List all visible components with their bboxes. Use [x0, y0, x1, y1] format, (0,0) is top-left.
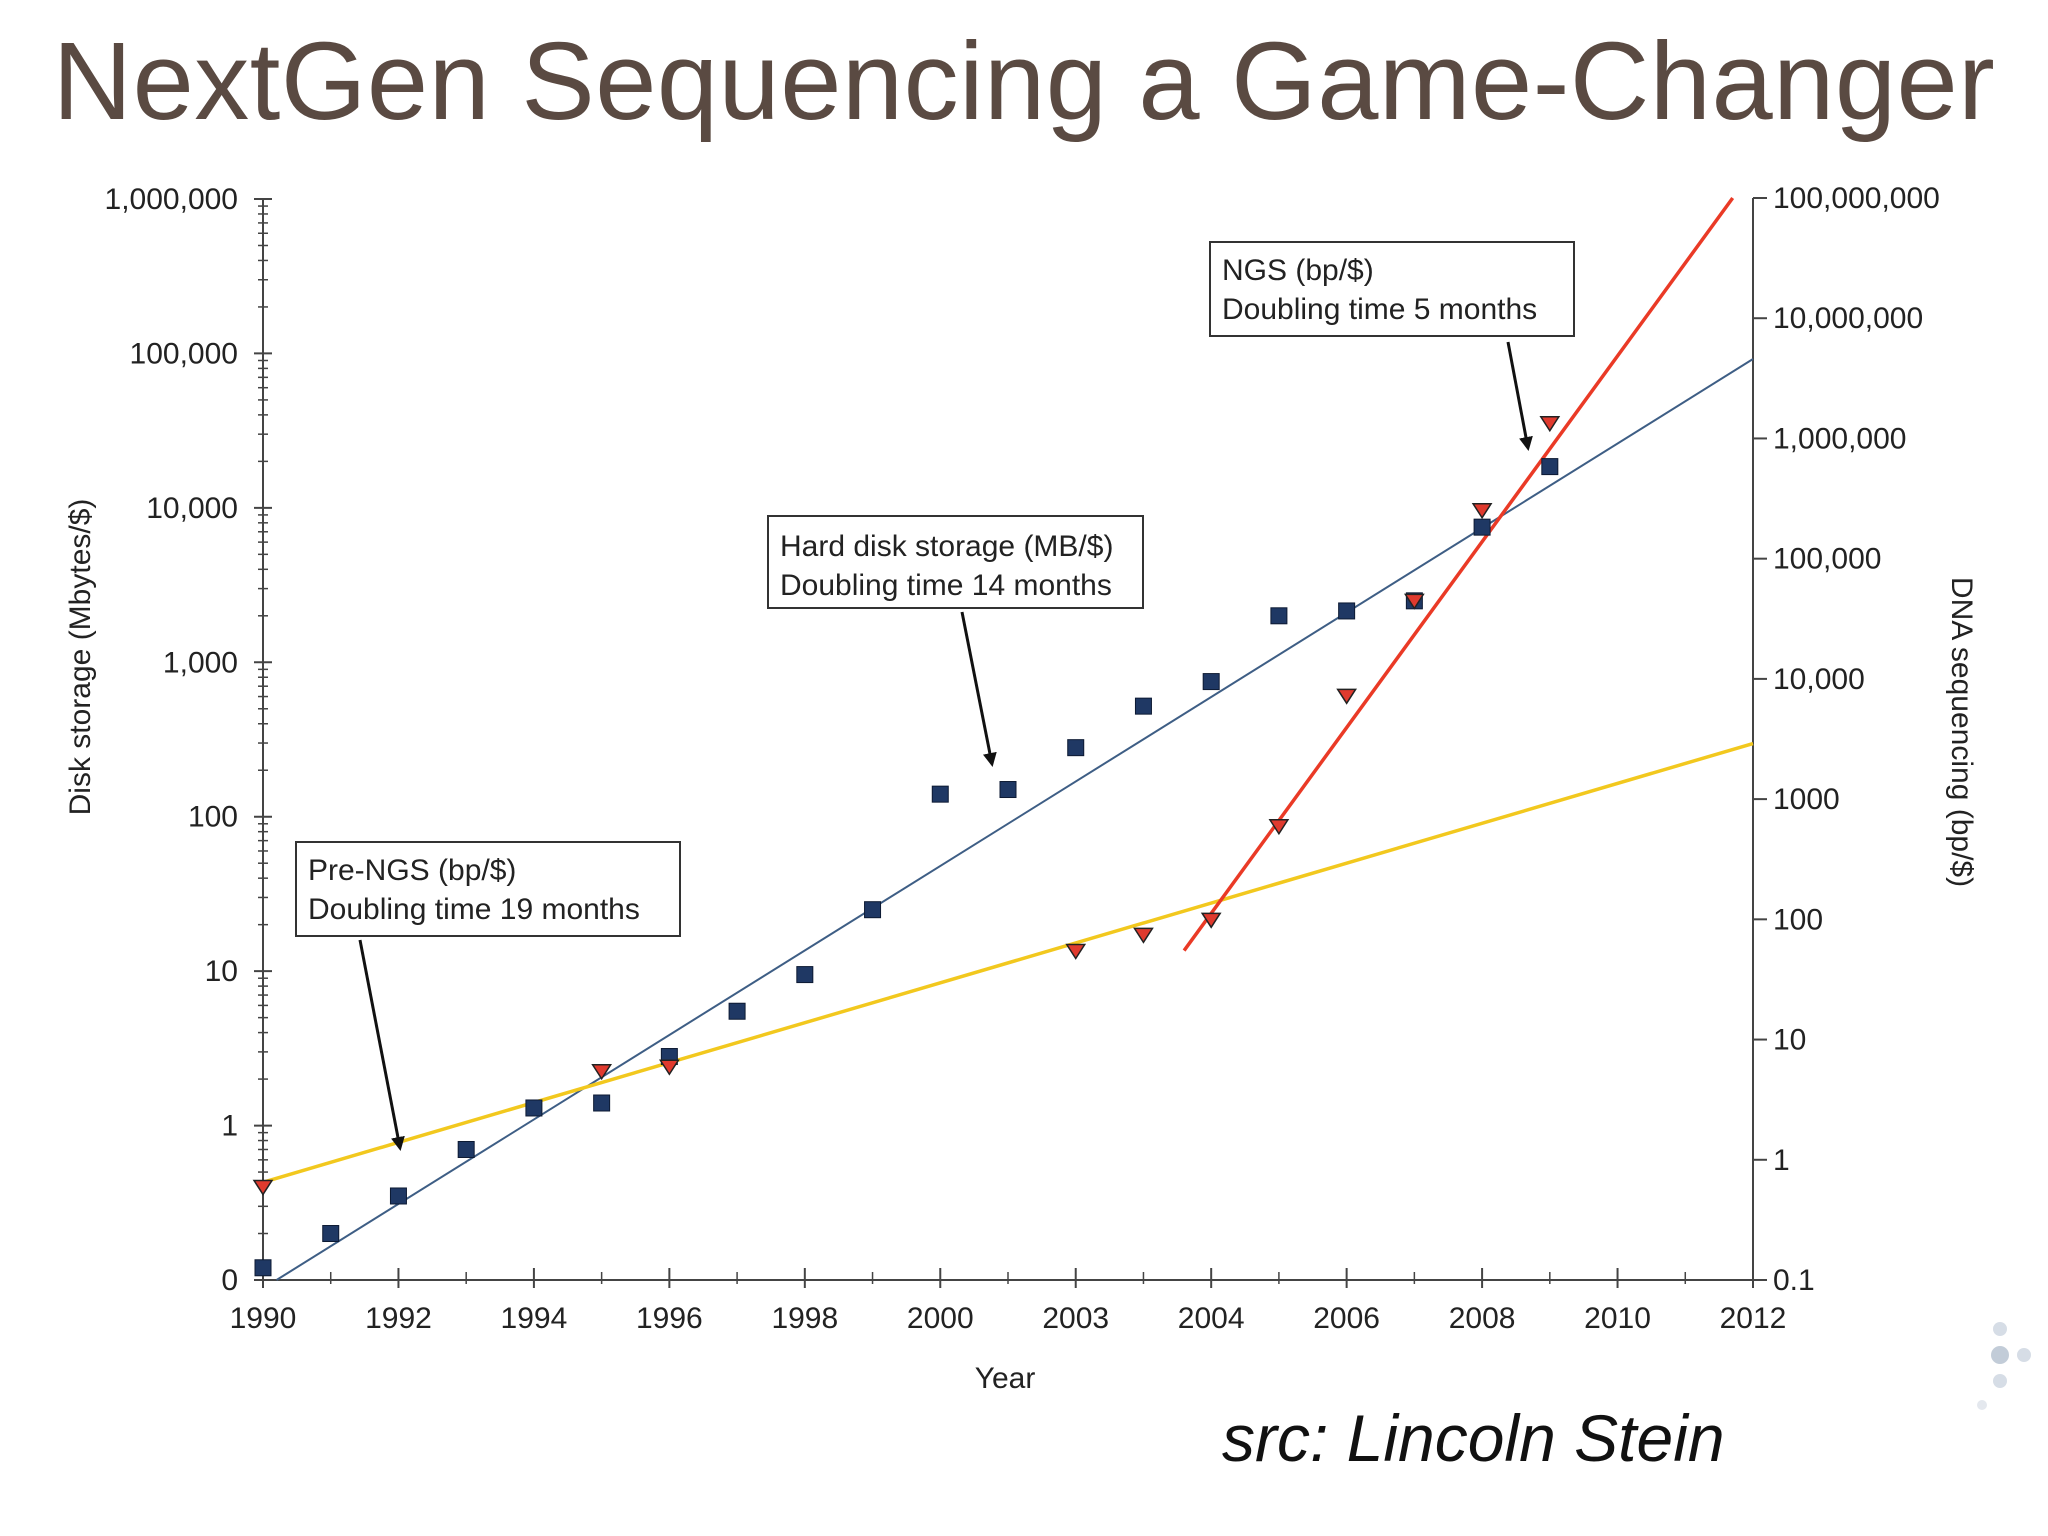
dna-sequencing-point — [658, 1059, 680, 1076]
dna-sequencing-point — [1403, 593, 1425, 610]
x-tick-label: 2012 — [1720, 1302, 1787, 1335]
right-axis-label: DNA sequencing (bp/$) — [1945, 577, 1978, 887]
dna-sequencing-point — [1200, 912, 1222, 929]
x-tick-label: 1992 — [365, 1302, 432, 1335]
data-points — [252, 416, 1561, 1277]
x-tick-label: 1994 — [501, 1302, 568, 1335]
disk-storage-point — [1270, 607, 1288, 625]
x-tick-label: 2000 — [907, 1302, 974, 1335]
left-tick-label: 1 — [221, 1110, 238, 1143]
x-axis-label: Year — [975, 1362, 1036, 1395]
dna-sequencing-point — [591, 1064, 613, 1081]
annotation-hard-disk-line2: Doubling time 14 months — [780, 569, 1112, 602]
right-tick-label: 100,000,000 — [1773, 182, 1940, 215]
dna-sequencing-point — [1268, 819, 1290, 836]
disk-storage-point — [254, 1259, 272, 1277]
disk-storage-point — [525, 1099, 543, 1117]
x-tick-label: 1990 — [230, 1302, 297, 1335]
x-tick-label: 1998 — [771, 1302, 838, 1335]
right-tick-label: 10,000,000 — [1773, 302, 1923, 335]
left-axis-label: Disk storage (Mbytes/$) — [64, 499, 97, 816]
disk-storage-point — [1202, 673, 1220, 691]
left-tick-label: 100 — [188, 801, 238, 834]
trend-lines — [262, 196, 1754, 1281]
disk-storage-point — [999, 781, 1017, 799]
annotation-pre-ngs-line2: Doubling time 19 months — [308, 893, 640, 926]
disk-storage-point — [1541, 458, 1559, 476]
decorative-dots — [1977, 1322, 2031, 1410]
annotation-ngs-arrow — [1506, 341, 1533, 451]
right-tick-label: 1 — [1773, 1144, 1790, 1177]
dna-sequencing-point — [252, 1179, 274, 1196]
annotation-pre-ngs-arrow — [358, 939, 405, 1151]
x-tick-label: 1996 — [636, 1302, 703, 1335]
right-tick-label: 10 — [1773, 1024, 1806, 1057]
disk-storage-point — [1134, 697, 1152, 715]
dna-sequencing-point — [1133, 927, 1154, 944]
disk-storage-point — [931, 785, 949, 803]
disk-storage-point — [1067, 739, 1085, 757]
right-tick-label: 1,000,000 — [1773, 422, 1906, 455]
disk-storage-point — [728, 1002, 746, 1020]
annotation-pre-ngs-line1: Pre-NGS (bp/$) — [308, 854, 516, 887]
left-tick-label: 100,000 — [130, 337, 238, 370]
disk-storage-point — [864, 901, 882, 919]
right-tick-label: 1000 — [1773, 783, 1840, 816]
trend-line — [276, 358, 1754, 1281]
x-tick-label: 2003 — [1042, 1302, 1109, 1335]
disk-storage-point — [322, 1225, 340, 1243]
left-tick-label: 1,000,000 — [105, 183, 238, 216]
disk-storage-point — [593, 1094, 611, 1112]
left-tick-label: 10,000 — [146, 492, 238, 525]
dna-sequencing-point — [1539, 416, 1561, 433]
left-tick-label: 10 — [205, 955, 238, 988]
axes: 0 1 10 100 1,000 10,000 100,000 1,000,000 1990 19… — [105, 182, 1940, 1335]
dna-sequencing-point — [1471, 503, 1493, 520]
annotation-hard-disk-arrow — [960, 611, 997, 767]
x-tick-label: 2008 — [1449, 1302, 1516, 1335]
disk-storage-point — [1338, 602, 1356, 620]
disk-storage-point — [457, 1140, 475, 1158]
annotation-hard-disk: Hard disk storage (MB/$) Doubling time 1… — [767, 515, 1144, 767]
trend-line — [262, 741, 1754, 1184]
left-tick-label: 1,000 — [163, 646, 238, 679]
x-tick-label: 2010 — [1584, 1302, 1651, 1335]
dna-sequencing-point — [1336, 688, 1358, 705]
annotation-hard-disk-line1: Hard disk storage (MB/$) — [780, 530, 1113, 563]
slide-title: NextGen Sequencing a Game-Changer — [52, 20, 1996, 143]
x-tick-label: 2006 — [1313, 1302, 1380, 1335]
left-tick-label: 0 — [221, 1264, 238, 1297]
annotation-ngs-line1: NGS (bp/$) — [1222, 254, 1374, 287]
annotation-ngs-line2: Doubling time 5 months — [1222, 293, 1537, 326]
annotation-pre-ngs: Pre-NGS (bp/$) Doubling time 19 months — [295, 841, 681, 1151]
dna-sequencing-point — [1065, 943, 1087, 960]
disk-storage-point — [796, 966, 814, 984]
x-tick-label: 2004 — [1178, 1302, 1245, 1335]
disk-storage-point — [1473, 518, 1491, 536]
annotation-ngs: NGS (bp/$) Doubling time 5 months — [1209, 241, 1575, 451]
right-tick-label: 100 — [1773, 903, 1823, 936]
right-tick-label: 100,000 — [1773, 543, 1881, 576]
right-tick-label: 0.1 — [1773, 1264, 1815, 1297]
right-tick-label: 10,000 — [1773, 663, 1865, 696]
disk-storage-point — [389, 1187, 407, 1205]
source-credit: src: Lincoln Stein — [1222, 1401, 1725, 1475]
